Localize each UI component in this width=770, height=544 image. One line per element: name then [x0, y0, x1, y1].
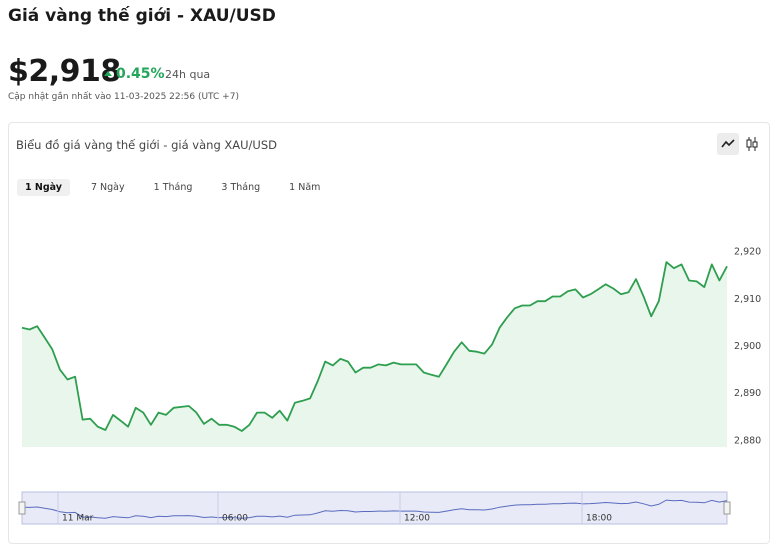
range-tab[interactable]: 1 Tháng [153, 182, 193, 193]
chart-card: Biểu đồ giá vàng thế giới - giá vàng XAU… [8, 122, 770, 544]
chart: 2,880 2,890 2,900 2,910 2,920 11 Mar 06:00 12:0… [18, 247, 761, 525]
navigator-label: 18:00 [586, 514, 612, 524]
range-tab[interactable]: 3 Tháng [221, 182, 261, 193]
navigator-handle [723, 501, 731, 515]
y-tick-label: 2,910 [734, 294, 761, 305]
price-change: 0.45% [104, 66, 165, 82]
price: $2,918 [8, 54, 121, 89]
line-icon [721, 139, 735, 148]
page: {"header": {"title": "Giá vàng thế giới … [0, 0, 770, 531]
updated-time: Cập nhật gần nhất vào 11-03-2025 22:56 (… [8, 92, 239, 102]
navigator-label: 12:00 [404, 514, 430, 524]
range-tabs: 1 Ngày 7 Ngày 1 Tháng 3 Tháng 1 Năm [17, 179, 341, 196]
y-tick-label: 2,880 [734, 435, 761, 446]
change-period: 24h qua [165, 68, 211, 81]
range-tab[interactable]: 1 Ngày [17, 179, 70, 196]
card-title: Biểu đồ giá vàng thế giới - giá vàng XAU… [16, 138, 278, 152]
range-tab[interactable]: 1 Năm [289, 182, 321, 193]
y-tick-label: 2,920 [734, 247, 761, 258]
navigator-label: 11 Mar [62, 514, 94, 524]
y-tick-label: 2,890 [734, 388, 761, 399]
candle-chart-button[interactable] [741, 133, 763, 155]
navigator [21, 491, 728, 525]
page-title: Giá vàng thế giới - XAU/USD [8, 6, 276, 26]
navigator-line [21, 499, 728, 519]
range-tab[interactable]: 7 Ngày [90, 182, 125, 193]
navigator-label: 06:00 [222, 514, 248, 524]
candle-icon [746, 137, 758, 151]
price-line [21, 261, 728, 432]
line-chart-button[interactable] [717, 133, 739, 155]
area-fill [22, 262, 727, 447]
navigator-handle [18, 501, 26, 515]
y-tick-label: 2,900 [734, 341, 761, 352]
